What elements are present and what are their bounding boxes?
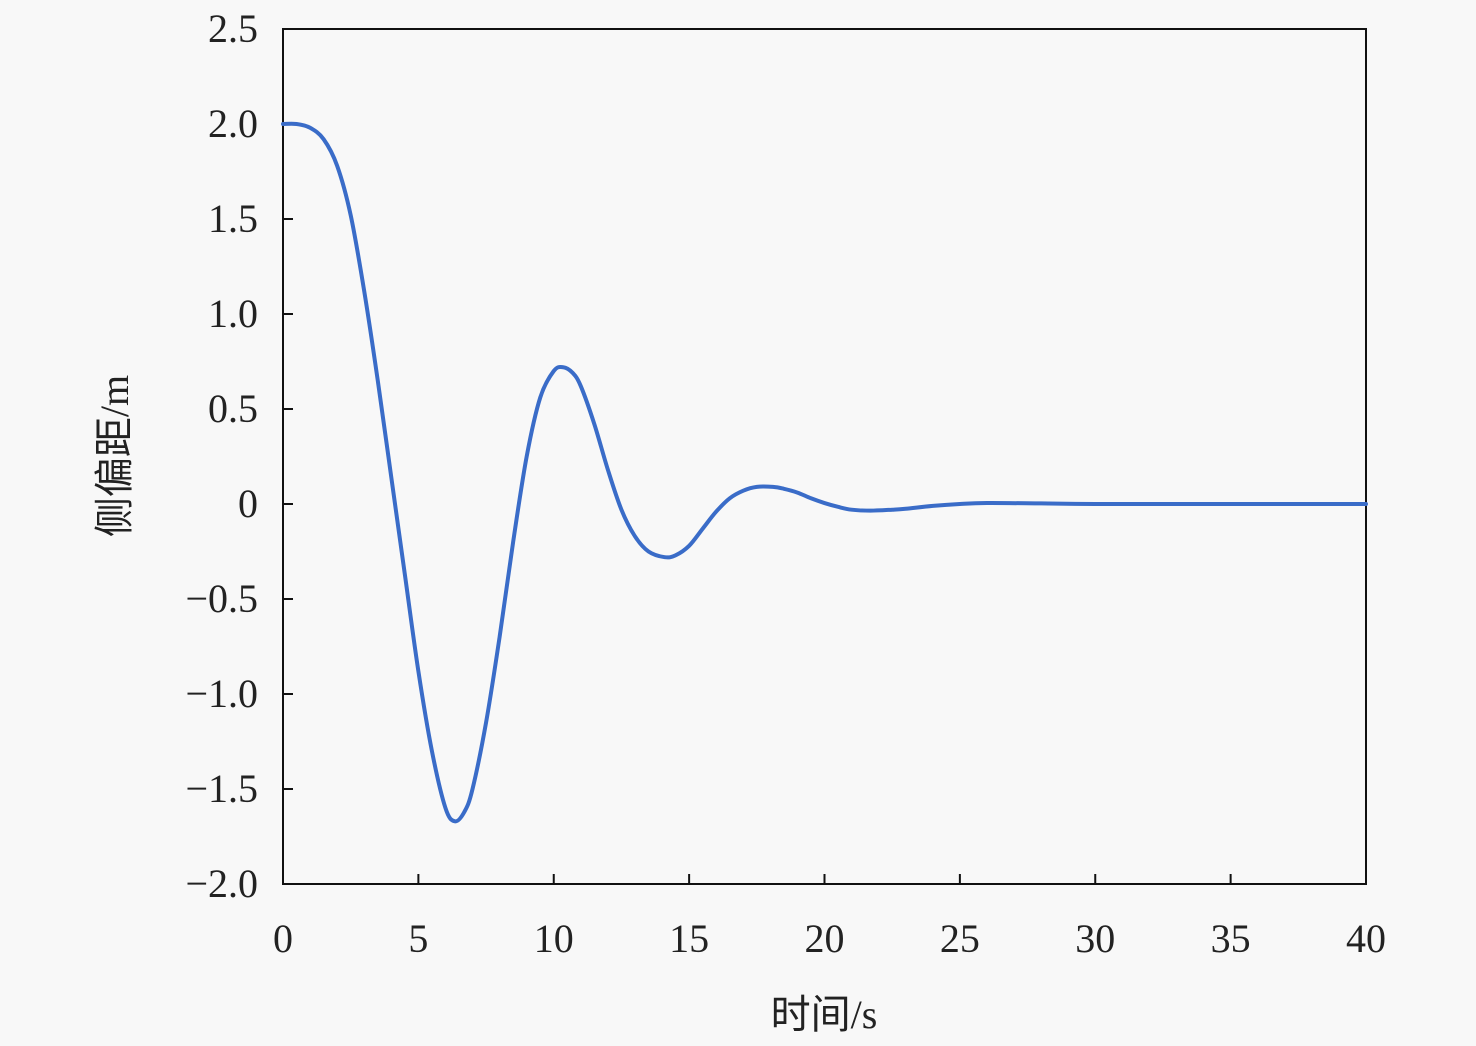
y-tick-label: 2.5 [208,6,258,51]
x-tick-label: 40 [1346,916,1386,961]
x-tick-label: 5 [408,916,428,961]
x-axis-label: 时间/s [771,992,878,1037]
x-tick-label: 35 [1211,916,1251,961]
y-tick-label: 1.0 [208,291,258,336]
y-tick-label: 2.0 [208,101,258,146]
y-axis-label: 侧偏距/m [92,375,137,537]
x-tick-label: 10 [534,916,574,961]
y-tick-label: 0.5 [208,386,258,431]
y-tick-label: −1.5 [185,766,258,811]
x-tick-label: 0 [273,916,293,961]
y-tick-label: −0.5 [185,576,258,621]
y-tick-label: −2.0 [185,861,258,906]
y-tick-label: 1.5 [208,196,258,241]
x-tick-label: 25 [940,916,980,961]
series-line [281,121,1368,824]
y-tick-label: −1.0 [185,671,258,716]
x-tick-label: 30 [1075,916,1115,961]
plot-frame [282,28,1367,885]
y-tick-label: 0 [238,481,258,526]
x-tick-label: 20 [805,916,845,961]
x-tick-label: 15 [669,916,709,961]
